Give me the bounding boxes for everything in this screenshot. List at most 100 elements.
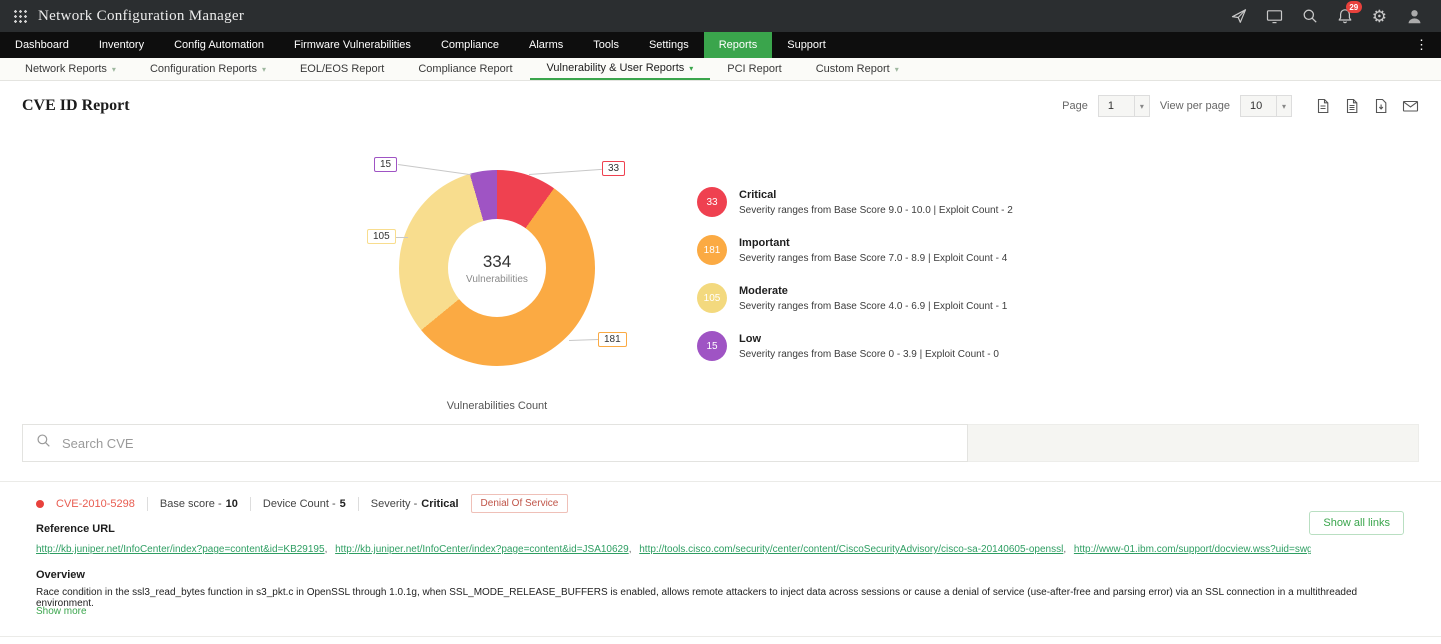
callout-low-value: 15: [374, 157, 398, 172]
donut-chart[interactable]: 334 Vulnerabilities: [399, 170, 595, 366]
legend-text-low: Low Severity ranges from Base Score 0 - …: [739, 333, 999, 360]
nav-support[interactable]: Support: [787, 39, 826, 51]
chevron-down-icon: ▾: [1275, 96, 1291, 116]
view-per-page-label: View per page: [1159, 100, 1230, 112]
reference-url-label: Reference URL: [36, 523, 115, 535]
page-number-select[interactable]: 1 ▾: [1097, 95, 1150, 117]
device-count: Device Count -5: [263, 498, 346, 510]
chevron-down-icon: ▾: [111, 64, 116, 74]
subnav-label: Configuration Reports: [149, 63, 257, 75]
reference-links-row: http://kb.juniper.net/InfoCenter/index?p…: [36, 544, 1311, 555]
subnav-label: Vulnerability & User Reports: [546, 62, 685, 74]
subnav-label: Custom Report: [815, 63, 890, 75]
legend-item-critical[interactable]: 33 Critical Severity ranges from Base Sc…: [697, 187, 1013, 217]
chart-title: Vulnerabilities Count: [446, 400, 548, 412]
email-report-icon[interactable]: [1402, 98, 1419, 114]
page-number-value: 1: [1107, 100, 1114, 112]
legend-count-moderate: 105: [697, 283, 727, 313]
page-label: Page: [1062, 100, 1088, 112]
total-vulnerabilities-value: 334: [482, 251, 512, 271]
device-count-value: 5: [339, 497, 346, 510]
reference-link[interactable]: http://kb.juniper.net/InfoCenter/index?p…: [36, 544, 325, 555]
show-more-link[interactable]: Show more: [36, 606, 87, 617]
top-bar: Network Configuration Manager 29 ⚙: [0, 0, 1441, 32]
legend-desc: Severity ranges from Base Score 9.0 - 10…: [739, 204, 1013, 216]
chevron-down-icon: ▾: [1133, 96, 1149, 116]
apps-grid-icon[interactable]: [13, 9, 27, 23]
export-pdf-icon[interactable]: [1315, 98, 1331, 114]
legend-text-moderate: Moderate Severity ranges from Base Score…: [739, 285, 1007, 312]
legend-count-critical: 33: [697, 187, 727, 217]
base-score: Base score -10: [160, 498, 238, 510]
severity-legend: 33 Critical Severity ranges from Base Sc…: [697, 187, 1013, 361]
nav-tools[interactable]: Tools: [593, 39, 619, 51]
search-input[interactable]: [60, 434, 954, 452]
legend-text-important: Important Severity ranges from Base Scor…: [739, 237, 1007, 264]
vulnerability-type-badge: Denial Of Service: [470, 494, 569, 513]
overview-text: Race condition in the ssl3_read_bytes fu…: [36, 587, 1358, 609]
reference-link[interactable]: http://kb.juniper.net/InfoCenter/index?p…: [335, 544, 629, 555]
nav-settings[interactable]: Settings: [648, 39, 689, 51]
settings-gear-icon[interactable]: ⚙: [1371, 6, 1387, 26]
search-box[interactable]: [22, 424, 968, 462]
send-feedback-icon[interactable]: [1231, 8, 1247, 24]
callout-connector: [529, 168, 602, 175]
legend-count-low: 15: [697, 331, 727, 361]
subnav-eol-eos-report[interactable]: EOL/EOS Report: [283, 58, 401, 80]
nav-config-automation[interactable]: Config Automation: [174, 39, 264, 51]
nav-compliance[interactable]: Compliance: [440, 39, 500, 51]
legend-desc: Severity ranges from Base Score 7.0 - 8.…: [739, 252, 1008, 264]
reference-link[interactable]: http://www-01.ibm.com/support/docview.ws…: [1073, 544, 1311, 555]
legend-item-low[interactable]: 15 Low Severity ranges from Base Score 0…: [697, 331, 1013, 361]
callout-connector: [569, 338, 599, 341]
demo-screen-icon[interactable]: [1266, 8, 1283, 24]
user-avatar[interactable]: [1406, 8, 1423, 25]
subnav-pci-report[interactable]: PCI Report: [710, 58, 798, 80]
chevron-down-icon: ▾: [894, 64, 899, 74]
nav-overflow-menu-icon[interactable]: ⋮: [1415, 37, 1428, 52]
link-separator: ,: [324, 544, 328, 555]
cve-id-link[interactable]: CVE-2010-5298: [56, 497, 135, 510]
callout-connector: [396, 237, 408, 238]
nav-dashboard[interactable]: Dashboard: [15, 39, 69, 51]
subnav-network-reports[interactable]: Network Reports ▾: [8, 58, 133, 80]
legend-name: Low: [739, 332, 761, 345]
callout-moderate-value: 105: [367, 229, 396, 244]
notifications-bell-icon[interactable]: 29: [1337, 1, 1362, 24]
subnav-label: Compliance Report: [418, 63, 513, 75]
donut-center: 334 Vulnerabilities: [448, 219, 546, 317]
show-all-links-button[interactable]: Show all links: [1309, 511, 1404, 535]
legend-name: Critical: [739, 188, 777, 201]
callout-critical-value: 33: [602, 161, 626, 176]
nav-alarms[interactable]: Alarms: [529, 39, 564, 51]
nav-firmware-vulnerabilities[interactable]: Firmware Vulnerabilities: [293, 39, 411, 51]
nav-inventory[interactable]: Inventory: [98, 39, 145, 51]
legend-item-important[interactable]: 181 Important Severity ranges from Base …: [697, 235, 1013, 265]
reference-link[interactable]: http://tools.cisco.com/security/center/c…: [639, 544, 1064, 555]
divider: [357, 496, 359, 511]
chevron-down-icon: ▾: [689, 63, 694, 73]
overview-label: Overview: [36, 569, 85, 581]
search-bar-container: [22, 424, 1419, 462]
search-icon: [36, 433, 51, 453]
nav-reports[interactable]: Reports: [703, 32, 773, 58]
view-per-page-select[interactable]: 10 ▾: [1240, 95, 1292, 117]
subnav-compliance-report[interactable]: Compliance Report: [401, 58, 529, 80]
cve-meta-row: CVE-2010-5298 Base score -10 Device Coun…: [36, 494, 569, 513]
subnav-vulnerability-user-reports[interactable]: Vulnerability & User Reports ▾: [529, 58, 711, 80]
pagination-controls: Page 1 ▾ View per page 10 ▾: [1062, 95, 1419, 117]
export-download-icon[interactable]: [1373, 98, 1389, 114]
main-nav: Dashboard Inventory Config Automation Fi…: [0, 32, 1441, 58]
subnav-custom-report[interactable]: Custom Report ▾: [799, 58, 916, 80]
view-per-page-value: 10: [1250, 100, 1263, 112]
legend-name: Moderate: [739, 284, 788, 297]
subnav-label: EOL/EOS Report: [299, 63, 385, 75]
search-icon[interactable]: [1302, 8, 1318, 24]
base-score-value: 10: [225, 497, 238, 510]
chevron-down-icon: ▾: [261, 64, 266, 74]
subnav-configuration-reports[interactable]: Configuration Reports ▾: [133, 58, 283, 80]
legend-item-moderate[interactable]: 105 Moderate Severity ranges from Base S…: [697, 283, 1013, 313]
legend-desc: Severity ranges from Base Score 4.0 - 6.…: [739, 300, 1008, 312]
export-csv-icon[interactable]: [1344, 98, 1360, 114]
